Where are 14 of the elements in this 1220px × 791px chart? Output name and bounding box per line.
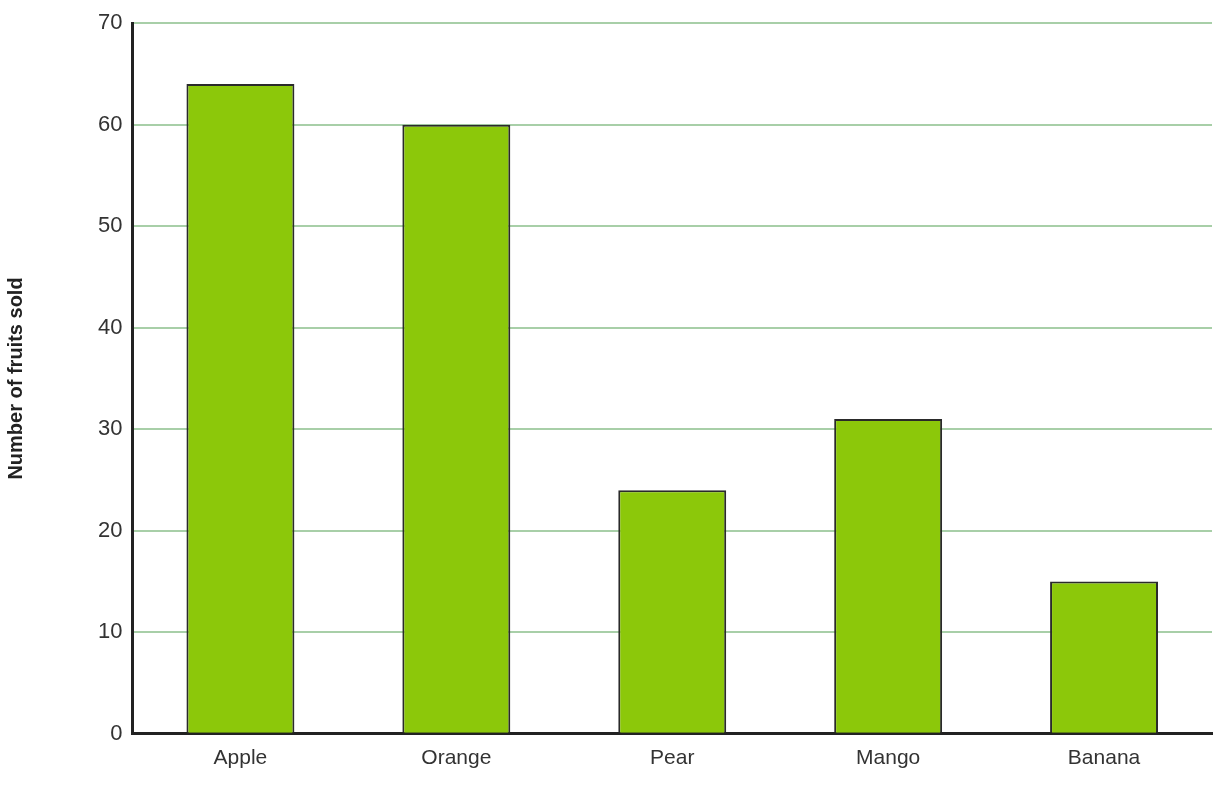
x-tick-label: Pear — [650, 745, 695, 769]
y-tick-label: 60 — [97, 110, 123, 136]
x-tick-label: Apple — [213, 745, 268, 769]
y-axis-title: Number of fruits sold — [3, 277, 26, 480]
y-tick-label: 20 — [97, 516, 123, 542]
y-tick-label: 0 — [110, 719, 123, 745]
y-tick-label: 40 — [97, 313, 123, 339]
y-tick-label: 70 — [97, 9, 123, 35]
x-tick-label: Mango — [856, 745, 921, 769]
x-tick-label: Banana — [1067, 745, 1141, 769]
y-tick-label: 30 — [97, 415, 123, 441]
y-tick-label: 10 — [97, 618, 123, 644]
y-tick-label: 50 — [97, 212, 123, 238]
x-tick-label: Orange — [421, 745, 492, 769]
